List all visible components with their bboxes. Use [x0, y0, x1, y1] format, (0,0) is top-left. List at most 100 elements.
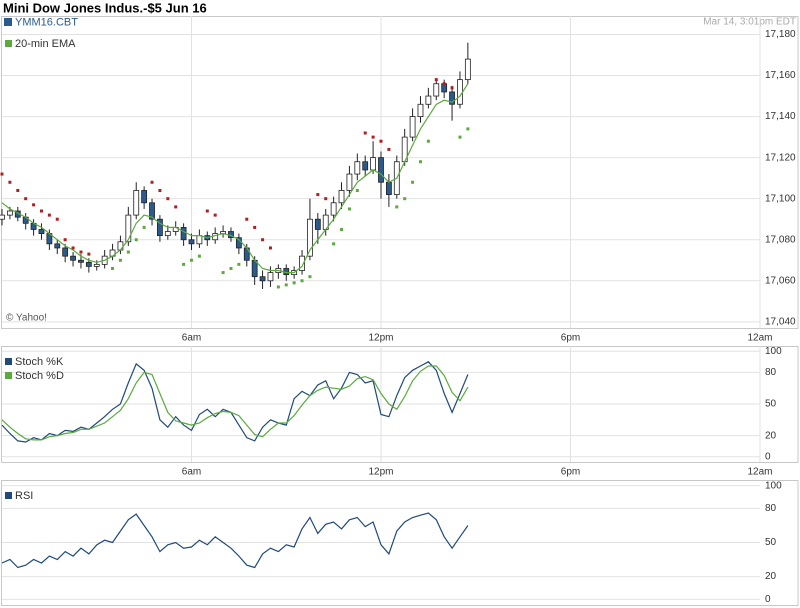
candle-body — [449, 91, 455, 105]
sar-dot — [182, 262, 186, 266]
y-tick-label: 20 — [765, 571, 777, 582]
x-tick-label: 6am — [182, 333, 201, 344]
candle-body — [180, 227, 187, 241]
sar-dot — [347, 207, 351, 211]
sar-dot — [292, 281, 296, 285]
candle-body — [259, 276, 266, 282]
candle-body — [370, 157, 377, 171]
candle-body — [6, 210, 13, 216]
sar-dot — [32, 203, 36, 207]
candle-body — [196, 235, 203, 245]
candle-body — [141, 190, 148, 204]
candle-body — [78, 259, 84, 263]
panel-frame — [1, 16, 799, 329]
sar-dot — [261, 238, 265, 242]
y-tick-label: 17,040 — [765, 316, 796, 327]
legend-swatch — [5, 492, 12, 499]
candle-body — [330, 202, 337, 216]
sar-dot — [39, 209, 43, 213]
y-tick-label: 17,060 — [765, 275, 796, 286]
sar-dot — [363, 131, 367, 135]
sar-dot — [411, 180, 415, 184]
candle-body — [70, 255, 76, 261]
x-tick-label: 12am — [747, 333, 772, 344]
candle-body — [338, 190, 345, 204]
candle-body — [362, 161, 369, 171]
candle-body — [267, 272, 274, 282]
sar-dot — [190, 258, 193, 262]
sar-dot — [79, 250, 83, 254]
y-tick-label: 80 — [765, 367, 777, 378]
series-line — [1, 512, 469, 569]
sar-dot — [111, 266, 115, 270]
sar-dot — [126, 250, 130, 254]
sar-dot — [174, 205, 178, 209]
sar-dot — [134, 238, 138, 242]
copyright: © Yahoo! — [6, 313, 47, 324]
sar-dot — [379, 139, 383, 143]
legend-label: 20-min EMA — [15, 38, 76, 50]
sar-dot — [300, 279, 304, 283]
sar-dot — [371, 135, 375, 139]
y-tick-label: 100 — [765, 480, 782, 491]
legend-swatch — [5, 372, 12, 379]
sar-dot — [8, 180, 12, 184]
sar-dot — [237, 262, 241, 266]
sar-dot — [324, 197, 328, 201]
sar-dot — [205, 209, 209, 213]
sar-dot — [158, 188, 162, 192]
candle-body — [378, 157, 384, 183]
y-tick-label: 17,120 — [765, 152, 796, 163]
sar-dot — [268, 246, 272, 250]
y-tick-label: 17,160 — [765, 70, 796, 81]
sar-dot — [466, 127, 470, 131]
y-tick-label: 100 — [765, 346, 782, 357]
candle-body — [417, 103, 424, 117]
sar-dot — [316, 193, 320, 197]
legend-label: Stoch %K — [15, 356, 64, 368]
symbol-swatch — [4, 18, 12, 26]
candle-body — [149, 202, 155, 220]
sar-dot — [434, 78, 438, 82]
sar-dot — [142, 225, 146, 229]
y-tick-label: 0 — [765, 594, 771, 605]
candle-body — [307, 218, 313, 257]
sar-dot — [87, 252, 91, 256]
sar-dot — [55, 217, 59, 221]
candle-body — [457, 79, 463, 105]
sar-dot — [284, 283, 288, 287]
sar-dot — [0, 172, 4, 176]
candle-body — [117, 241, 124, 251]
candle-body — [433, 83, 440, 97]
legend-swatch — [5, 358, 12, 365]
sar-dot — [213, 213, 217, 217]
candle-body — [54, 243, 61, 249]
panel-frame — [1, 480, 799, 606]
sar-dot — [418, 160, 422, 164]
sar-dot — [150, 180, 154, 184]
sar-dot — [63, 238, 67, 242]
y-tick-label: 17,100 — [765, 193, 796, 204]
x-tick-label: 6pm — [561, 467, 580, 478]
x-tick-label: 12pm — [368, 333, 393, 344]
sar-dot — [166, 197, 170, 201]
sar-dot — [118, 258, 122, 262]
sar-dot — [395, 205, 399, 209]
candle-body — [0, 214, 5, 220]
candle-body — [425, 95, 432, 105]
candle-body — [354, 161, 361, 175]
series-line — [1, 365, 469, 441]
candle-body — [385, 181, 392, 195]
series-line — [1, 83, 469, 274]
sar-dot — [355, 188, 359, 192]
candle-body — [346, 173, 353, 191]
y-tick-label: 80 — [765, 503, 777, 514]
sar-dot — [458, 135, 462, 139]
candle-body — [464, 58, 471, 81]
sar-dot — [332, 242, 336, 246]
chart-title: Mini Dow Jones Indus.-$5 Jun 16 — [3, 0, 207, 15]
sar-dot — [197, 254, 201, 258]
candle-body — [188, 239, 195, 245]
legend-label: Stoch %D — [15, 370, 64, 382]
